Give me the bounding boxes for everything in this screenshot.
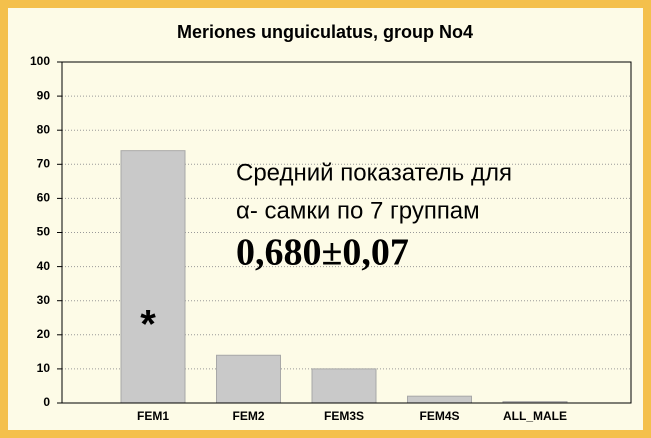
x-tick-label: FEM3S [324,409,364,423]
y-tick-label: 80 [37,122,51,136]
chart-title: Meriones unguiculatus, group No4 [177,22,473,42]
y-tick-label: 0 [43,395,50,409]
y-tick-label: 90 [37,88,51,102]
bar [311,368,377,404]
bar [120,150,186,404]
x-tick-label: FEM1 [137,409,169,423]
x-tick-label: FEM2 [232,409,264,423]
x-tick-label: FEM4S [419,409,459,423]
y-tick-label: 20 [37,327,51,341]
bar [407,395,472,404]
y-tick-label: 50 [37,225,51,239]
y-tick-label: 30 [37,293,51,307]
y-tick-label: 60 [37,191,51,205]
annotation: Средний показатель для [236,159,512,186]
annotation: * [140,303,156,347]
y-tick-label: 10 [37,361,51,375]
background [8,8,643,430]
y-tick-label: 100 [30,54,50,68]
bar [216,354,281,404]
x-tick-label: ALL_MALE [503,409,567,423]
y-tick-label: 40 [37,259,51,273]
annotation: α- самки по 7 группам [236,197,480,224]
plot-frame [61,61,632,404]
y-tick-label: 70 [37,156,51,170]
annotation: 0,680±0,07 [236,232,409,274]
